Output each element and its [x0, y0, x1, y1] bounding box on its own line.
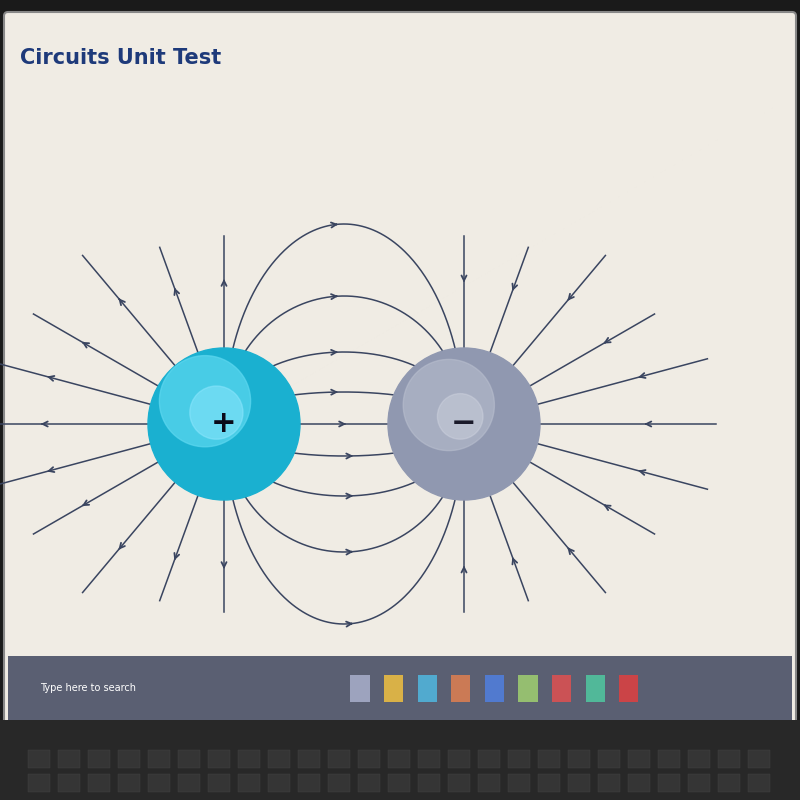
- Bar: [451, 675, 470, 702]
- Bar: [88, 774, 110, 792]
- Bar: [658, 774, 680, 792]
- Circle shape: [190, 386, 243, 439]
- Bar: [418, 750, 440, 768]
- Bar: [88, 750, 110, 768]
- Bar: [388, 774, 410, 792]
- Bar: [598, 750, 620, 768]
- Circle shape: [159, 355, 250, 447]
- Bar: [478, 774, 499, 792]
- Bar: [328, 774, 350, 792]
- Bar: [58, 750, 79, 768]
- Bar: [619, 675, 638, 702]
- Bar: [268, 750, 290, 768]
- Circle shape: [148, 348, 300, 500]
- Text: +: +: [211, 410, 237, 438]
- Bar: [478, 750, 499, 768]
- Bar: [538, 774, 560, 792]
- Bar: [568, 750, 590, 768]
- Bar: [118, 750, 139, 768]
- Bar: [328, 750, 350, 768]
- Bar: [28, 750, 50, 768]
- Bar: [598, 774, 620, 792]
- Bar: [238, 774, 259, 792]
- Bar: [688, 774, 710, 792]
- Bar: [568, 774, 590, 792]
- Bar: [518, 675, 538, 702]
- Bar: [298, 774, 319, 792]
- Bar: [350, 675, 370, 702]
- Text: Type here to search: Type here to search: [40, 683, 136, 693]
- Bar: [448, 774, 470, 792]
- Bar: [118, 774, 139, 792]
- Bar: [384, 675, 403, 702]
- Bar: [388, 750, 410, 768]
- Bar: [538, 750, 560, 768]
- Text: −: −: [451, 410, 477, 438]
- Bar: [238, 750, 259, 768]
- Bar: [748, 750, 770, 768]
- Bar: [358, 774, 379, 792]
- Bar: [508, 774, 530, 792]
- Bar: [208, 750, 230, 768]
- FancyBboxPatch shape: [4, 12, 796, 724]
- Bar: [628, 750, 650, 768]
- Text: Circuits Unit Test: Circuits Unit Test: [20, 48, 222, 68]
- Bar: [718, 774, 740, 792]
- Bar: [418, 675, 437, 702]
- Bar: [418, 774, 440, 792]
- Bar: [658, 750, 680, 768]
- Bar: [8, 656, 792, 720]
- Bar: [148, 774, 170, 792]
- Bar: [552, 675, 571, 702]
- Bar: [178, 750, 199, 768]
- Bar: [508, 750, 530, 768]
- Bar: [358, 750, 379, 768]
- Bar: [208, 774, 230, 792]
- Bar: [268, 774, 290, 792]
- Bar: [0, 720, 800, 800]
- Bar: [628, 774, 650, 792]
- Circle shape: [438, 394, 483, 439]
- Circle shape: [403, 359, 494, 450]
- Bar: [148, 750, 170, 768]
- Bar: [586, 675, 605, 702]
- Bar: [448, 750, 470, 768]
- Circle shape: [388, 348, 540, 500]
- Bar: [28, 774, 50, 792]
- Bar: [748, 774, 770, 792]
- Bar: [688, 750, 710, 768]
- Bar: [485, 675, 504, 702]
- Bar: [718, 750, 740, 768]
- Bar: [178, 774, 199, 792]
- Bar: [298, 750, 319, 768]
- Bar: [58, 774, 79, 792]
